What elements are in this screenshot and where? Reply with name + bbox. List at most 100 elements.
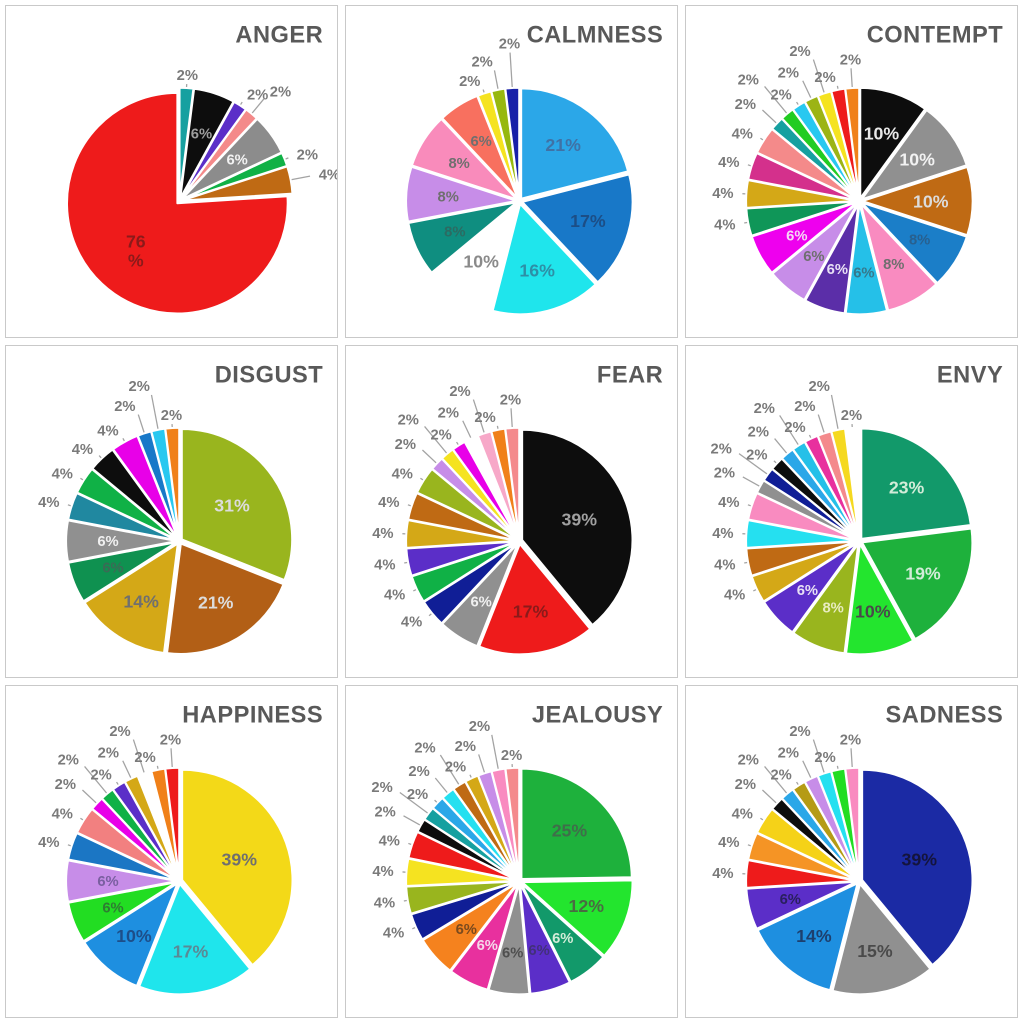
label-leader-line — [760, 817, 764, 821]
slice-label: 4% — [319, 167, 337, 183]
label-leader-line — [434, 777, 448, 793]
label-leader-line — [850, 68, 853, 88]
slice-label: 10% — [899, 149, 935, 169]
slice-label: 4% — [72, 442, 93, 458]
label-leader-line — [156, 765, 159, 769]
slice-label: 4% — [97, 423, 118, 439]
slice-label: 2% — [408, 764, 429, 780]
slice-label: 4% — [383, 925, 404, 941]
slice-label: 6% — [827, 262, 848, 278]
slice-label: 2% — [371, 780, 392, 796]
label-leader-line — [491, 734, 499, 769]
slice-label: 8% — [444, 225, 465, 241]
slice-label: 2% — [794, 399, 815, 415]
label-leader-line — [760, 137, 764, 141]
slice-label: 4% — [712, 866, 733, 882]
chart-title: HAPPINESS — [182, 702, 323, 728]
slice-orange — [844, 86, 861, 200]
label-leader-line — [469, 774, 472, 778]
slice-label: 2% — [134, 750, 155, 766]
slice-brown — [181, 165, 294, 202]
label-leader-line — [509, 52, 513, 88]
label-leader-line — [424, 426, 448, 454]
slice-label: 6% — [803, 249, 824, 265]
chart-panel-happiness: HAPPINESS 39% 17% 10% 6% 6% 4% 4% 2% 2% 2% 2% 2% 2% 2% — [5, 685, 338, 1018]
slice-label: 4% — [38, 495, 59, 511]
label-leader-line — [802, 760, 812, 778]
slice-label: 2% — [840, 52, 861, 68]
slice-label: 2% — [407, 787, 428, 803]
slice-label: 4% — [374, 558, 395, 574]
slice-steel-blue — [860, 201, 968, 285]
slice-label: 21% — [545, 135, 581, 155]
slice-orange — [164, 426, 181, 540]
label-leader-line — [796, 101, 799, 105]
slice-gray — [860, 109, 968, 201]
label-leader-line — [251, 98, 265, 114]
slice-label: 2% — [735, 97, 756, 113]
slice-label: 8% — [883, 257, 904, 273]
slice-olive-green — [180, 428, 294, 581]
slice-label: 10% — [855, 601, 891, 621]
slice-label: 14% — [123, 592, 159, 612]
slice-pink — [410, 118, 518, 201]
slice-dodger-blue — [756, 882, 859, 992]
slice-label: 2% — [841, 408, 862, 424]
slice-dark-purple — [519, 882, 571, 995]
slice-label: 2% — [129, 379, 150, 395]
label-leader-line — [830, 394, 839, 429]
slice-sea-green — [860, 427, 972, 540]
slice-black — [859, 86, 927, 200]
slice-label: 6% — [786, 229, 807, 245]
slice-green — [67, 881, 178, 943]
slice-label: 6% — [97, 874, 118, 890]
slice-label: 6% — [797, 583, 818, 599]
label-leader-line — [456, 441, 459, 445]
slice-label: 12% — [568, 896, 604, 916]
slice-label: 4% — [718, 835, 739, 851]
slice-label: 4% — [732, 126, 753, 142]
chart-panel-calmness: CALMNESS 21% 17% 16% 10% 8% 8% 8% 6% 2% 2% 2% — [345, 5, 678, 338]
slice-label: 2% — [711, 441, 732, 457]
chart-panel-sadness: SADNESS 39% 15% 14% 6% 4% 4% 4% 2% 2% 2% 2% 2% 2% 2% — [685, 685, 1018, 1018]
chart-title: JEALOUSY — [532, 702, 663, 728]
label-leader-line — [747, 844, 751, 847]
label-leader-line — [404, 561, 408, 564]
slice-label: 2% — [814, 750, 835, 766]
slice-label: 2% — [98, 746, 119, 762]
slice-sky-cyan — [844, 203, 888, 316]
label-leader-line — [779, 415, 799, 445]
label-leader-line — [420, 477, 424, 481]
label-leader-line — [80, 817, 84, 821]
slice-label: 2% — [471, 55, 492, 71]
chart-panel-envy: ENVY 23% 19% 10% 8% 6% 4% 4% 4% 4% 2% 2% 2% 2% 2% 2% 2% 2… — [685, 345, 1018, 678]
label-leader-line — [850, 748, 853, 768]
slice-black — [521, 428, 634, 627]
label-leader-line — [462, 420, 472, 438]
label-leader-line — [802, 80, 812, 98]
slice-label: 17% — [570, 211, 606, 231]
label-leader-line — [170, 748, 173, 768]
slice-label: 2% — [438, 406, 459, 422]
label-leader-line — [407, 504, 411, 507]
label-leader-line — [150, 394, 159, 429]
slice-label: 2% — [748, 425, 769, 441]
slice-label: 2% — [455, 739, 476, 755]
slice-label: 10% — [864, 123, 900, 143]
label-leader-line — [764, 766, 788, 794]
label-leader-line — [132, 739, 145, 773]
label-leader-line — [796, 781, 799, 785]
slice-label: 15% — [857, 941, 893, 961]
slice-gray — [487, 883, 531, 996]
label-leader-line — [122, 760, 132, 778]
slice-label: 2% — [814, 70, 835, 86]
slice-sea-green — [520, 882, 605, 983]
label-leader-line — [137, 414, 145, 433]
label-leader-line — [412, 927, 416, 930]
slice-label: 6% — [552, 931, 573, 947]
slice-label: 2% — [500, 392, 521, 408]
slice-label: 2% — [778, 746, 799, 762]
